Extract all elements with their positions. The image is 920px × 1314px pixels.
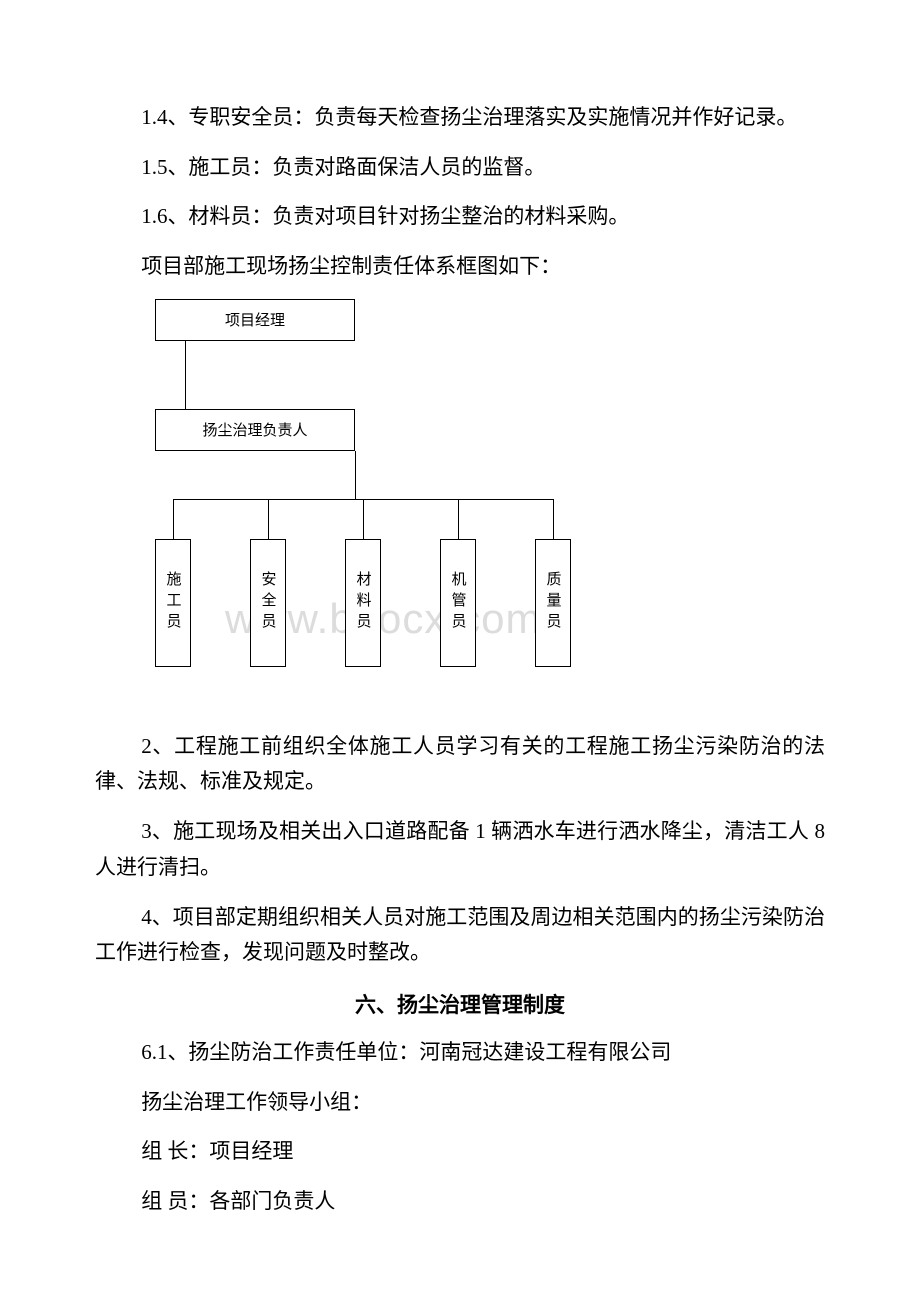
paragraph-group-leader: 组 长：项目经理 (95, 1134, 825, 1170)
org-line-top-mid (185, 341, 186, 409)
org-box-leaf-2: 材料员 (345, 539, 381, 667)
org-box-leaf-3: 机管员 (440, 539, 476, 667)
org-box-leaf-0: 施工员 (155, 539, 191, 667)
section-heading-6: 六、扬尘治理管理制度 (95, 989, 825, 1019)
paragraph-1-4: 1.4、专职安全员：负责每天检查扬尘治理落实及实施情况并作好记录。 (95, 100, 825, 136)
paragraph-group-title: 扬尘治理工作领导小组： (95, 1085, 825, 1121)
org-line-drop-1 (268, 499, 269, 539)
paragraph-6-1: 6.1、扬尘防治工作责任单位：河南冠达建设工程有限公司 (95, 1035, 825, 1071)
paragraph-2: 2、工程施工前组织全体施工人员学习有关的工程施工扬尘污染防治的法律、法规、标准及… (95, 729, 825, 800)
org-box-leaf-4: 质量员 (535, 539, 571, 667)
org-chart-diagram: 项目经理扬尘治理负责人施工员 安全员 材料员 机管员 质量员 (125, 299, 685, 699)
org-line-drop-0 (173, 499, 174, 539)
org-box-dust-leader: 扬尘治理负责人 (155, 409, 355, 451)
paragraph-group-member: 组 员：各部门负责人 (95, 1184, 825, 1220)
org-box-project-manager: 项目经理 (155, 299, 355, 341)
paragraph-4: 4、项目部定期组织相关人员对施工范围及周边相关范围内的扬尘污染防治工作进行检查，… (95, 900, 825, 971)
paragraph-diagram-intro: 项目部施工现场扬尘控制责任体系框图如下： (95, 249, 825, 285)
org-box-leaf-1: 安全员 (250, 539, 286, 667)
org-line-drop-2 (363, 499, 364, 539)
paragraph-1-5: 1.5、施工员：负责对路面保洁人员的监督。 (95, 150, 825, 186)
org-line-drop-3 (458, 499, 459, 539)
paragraph-1-6: 1.6、材料员：负责对项目针对扬尘整治的材料采购。 (95, 199, 825, 235)
org-line-mid-hub (355, 451, 356, 499)
org-line-drop-4 (553, 499, 554, 539)
paragraph-3: 3、施工现场及相关出入口道路配备 1 辆洒水车进行洒水降尘，清洁工人 8 人进行… (95, 814, 825, 885)
